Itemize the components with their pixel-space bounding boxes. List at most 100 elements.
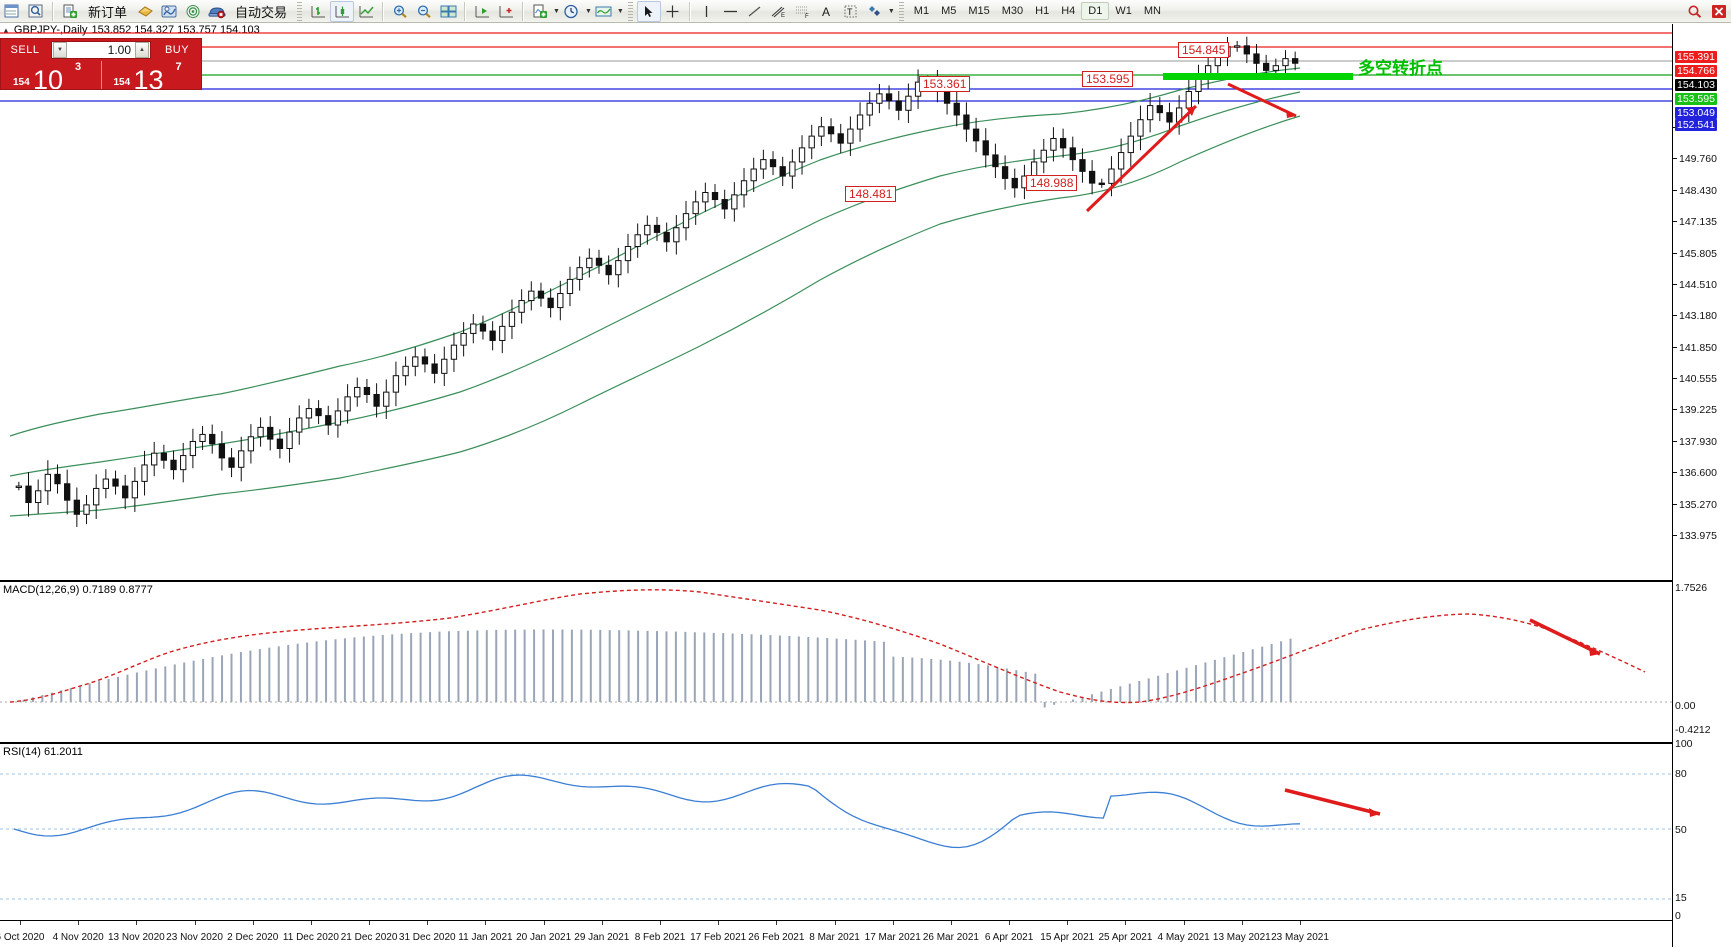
date-tick-mark <box>718 921 720 925</box>
date-tick-label: 13 Nov 2020 <box>108 932 165 943</box>
price-chart-svg <box>0 32 1672 527</box>
timeframe-m5[interactable]: M5 <box>941 5 957 17</box>
bar-chart-icon[interactable] <box>306 1 330 22</box>
timeframe-h4[interactable]: H4 <box>1061 5 1076 17</box>
trendline-icon[interactable] <box>743 1 767 22</box>
date-tick-mark <box>1183 921 1185 925</box>
close-icon[interactable] <box>1707 1 1731 22</box>
auto-scroll-icon[interactable] <box>494 1 518 22</box>
date-tick-label: 13 May 2021 <box>1212 932 1271 943</box>
line-chart-icon[interactable] <box>354 1 378 22</box>
market-watch-icon[interactable] <box>0 1 24 22</box>
timeframe-m15[interactable]: M15 <box>968 5 990 17</box>
price-tick: 137.930 <box>1673 436 1717 448</box>
price-tick: 145.805 <box>1673 248 1717 260</box>
sell-price[interactable]: 154 10 3 <box>13 61 82 90</box>
timeframe-m1[interactable]: M1 <box>913 5 930 17</box>
vertical-line-icon[interactable] <box>695 1 719 22</box>
data-window-icon[interactable] <box>24 1 48 22</box>
templates-dropdown-icon[interactable]: ▼ <box>616 7 624 15</box>
buy-price[interactable]: 154 13 7 <box>113 61 182 90</box>
candlestick-chart-icon[interactable] <box>330 0 355 22</box>
date-tick-label: 8 Mar 2021 <box>809 932 860 943</box>
auto-trading-icon[interactable] <box>205 1 229 22</box>
auto-trading-label[interactable]: 自动交易 <box>235 5 288 21</box>
date-tick-mark <box>252 921 254 925</box>
text-label-icon[interactable]: T <box>839 1 863 22</box>
price-pane[interactable]: 154.845 153.361 153.595 148.481 148.988 … <box>0 28 1672 536</box>
templates-icon[interactable] <box>592 1 616 22</box>
date-tick-label: 26 Mar 2021 <box>922 932 979 943</box>
period-clock-icon[interactable] <box>560 1 584 22</box>
date-tick-label: 29 Jan 2021 <box>574 932 630 943</box>
svg-text:A: A <box>822 5 830 19</box>
timeframe-m30[interactable]: M30 <box>1001 5 1024 17</box>
timeframe-w1[interactable]: W1 <box>1115 5 1132 17</box>
signals-icon[interactable] <box>181 1 205 22</box>
date-tick-label: 8 Feb 2021 <box>634 932 686 943</box>
price-tick: 147.135 <box>1673 216 1717 228</box>
horizontal-line-icon[interactable] <box>719 1 743 22</box>
toolbar-grip-2[interactable] <box>627 1 633 21</box>
zoom-in-icon[interactable] <box>388 1 412 22</box>
volume-increase-button[interactable]: ▲ <box>135 42 149 58</box>
date-tick-label: 17 Mar 2021 <box>864 932 921 943</box>
macd-pane[interactable]: MACD(12,26,9) 0.7189 0.8777 <box>0 580 1672 742</box>
price-tick: 148.430 <box>1673 185 1717 197</box>
cursor-icon[interactable] <box>636 0 661 22</box>
arrows-dropdown-icon[interactable]: ▼ <box>887 7 895 15</box>
date-tick-mark <box>1241 921 1243 925</box>
timeframe-h1[interactable]: H1 <box>1035 5 1050 17</box>
navigator-icon[interactable] <box>157 1 181 22</box>
rsi-pane[interactable]: RSI(14) 61.2011 <box>0 742 1672 944</box>
date-axis[interactable]: 6 Oct 2020 4 Nov 2020 13 Nov 2020 23 Nov 20… <box>0 920 1672 948</box>
price-axis[interactable]: 151.090149.760148.430147.135145.805144.5… <box>1672 24 1731 947</box>
text-icon[interactable]: A <box>815 1 839 22</box>
fibonacci-icon[interactable]: F <box>791 1 815 22</box>
one-click-trading-panel[interactable]: SELL ▼ 1.00 ▲ BUY 154 10 3 154 13 7 <box>0 38 202 90</box>
add-indicator-icon[interactable] <box>528 1 552 22</box>
date-tick-label: 26 Feb 2021 <box>748 932 805 943</box>
toolbar-grip[interactable] <box>297 1 303 21</box>
rsi-tick: 50 <box>1675 824 1687 836</box>
date-tick-label: 17 Feb 2021 <box>690 932 747 943</box>
date-tick-label: 25 Apr 2021 <box>1098 932 1153 943</box>
equidistant-channel-icon[interactable]: E <box>767 1 791 22</box>
price-level-label: 153.595 <box>1675 93 1717 105</box>
search-icon[interactable] <box>1683 1 1707 22</box>
date-tick-label: 4 May 2021 <box>1157 932 1210 943</box>
arrows-icon[interactable] <box>863 1 887 22</box>
date-tick-label: 31 Dec 2020 <box>398 932 456 943</box>
date-tick-label: 21 Dec 2020 <box>340 932 398 943</box>
annotation-154845: 154.845 <box>1178 42 1230 58</box>
annotation-148481: 148.481 <box>845 186 897 202</box>
main-toolbar[interactable]: 新订单 自动交易 ▼ ▼ <box>0 0 1731 23</box>
collapse-triangle-icon[interactable]: ▲ <box>2 25 10 35</box>
toolbar-separator <box>52 1 54 21</box>
volume-value[interactable]: 1.00 <box>107 43 131 57</box>
svg-text:F: F <box>805 14 809 19</box>
new-order-icon[interactable] <box>58 1 82 22</box>
tile-windows-icon[interactable] <box>436 1 460 22</box>
chart-shift-icon[interactable] <box>470 1 494 22</box>
timeframe-d1[interactable]: D1 <box>1081 2 1110 20</box>
period-dropdown-icon[interactable]: ▼ <box>584 7 592 15</box>
buy-button[interactable]: BUY <box>164 44 190 56</box>
chart-area[interactable]: 154.845 153.361 153.595 148.481 148.988 … <box>0 24 1731 947</box>
zoom-out-icon[interactable] <box>412 1 436 22</box>
toolbar-separator-4 <box>522 1 525 21</box>
add-indicator-dropdown-icon[interactable]: ▼ <box>553 7 560 15</box>
new-order-label[interactable]: 新订单 <box>88 5 128 21</box>
date-tick-mark <box>776 921 778 925</box>
timeframe-mn[interactable]: MN <box>1143 5 1161 17</box>
volume-decrease-button[interactable]: ▼ <box>53 42 67 58</box>
sell-button[interactable]: SELL <box>10 44 40 56</box>
annotation-153361: 153.361 <box>919 76 971 92</box>
crosshair-icon[interactable] <box>661 1 685 22</box>
svg-text:E: E <box>781 13 785 19</box>
toolbar-grip-3[interactable] <box>898 1 904 21</box>
date-tick-label: 15 Apr 2021 <box>1040 932 1095 943</box>
expert-advisors-icon[interactable] <box>133 1 157 22</box>
price-tick: 143.180 <box>1673 310 1717 322</box>
volume-input[interactable]: ▼ 1.00 ▲ <box>51 41 151 59</box>
